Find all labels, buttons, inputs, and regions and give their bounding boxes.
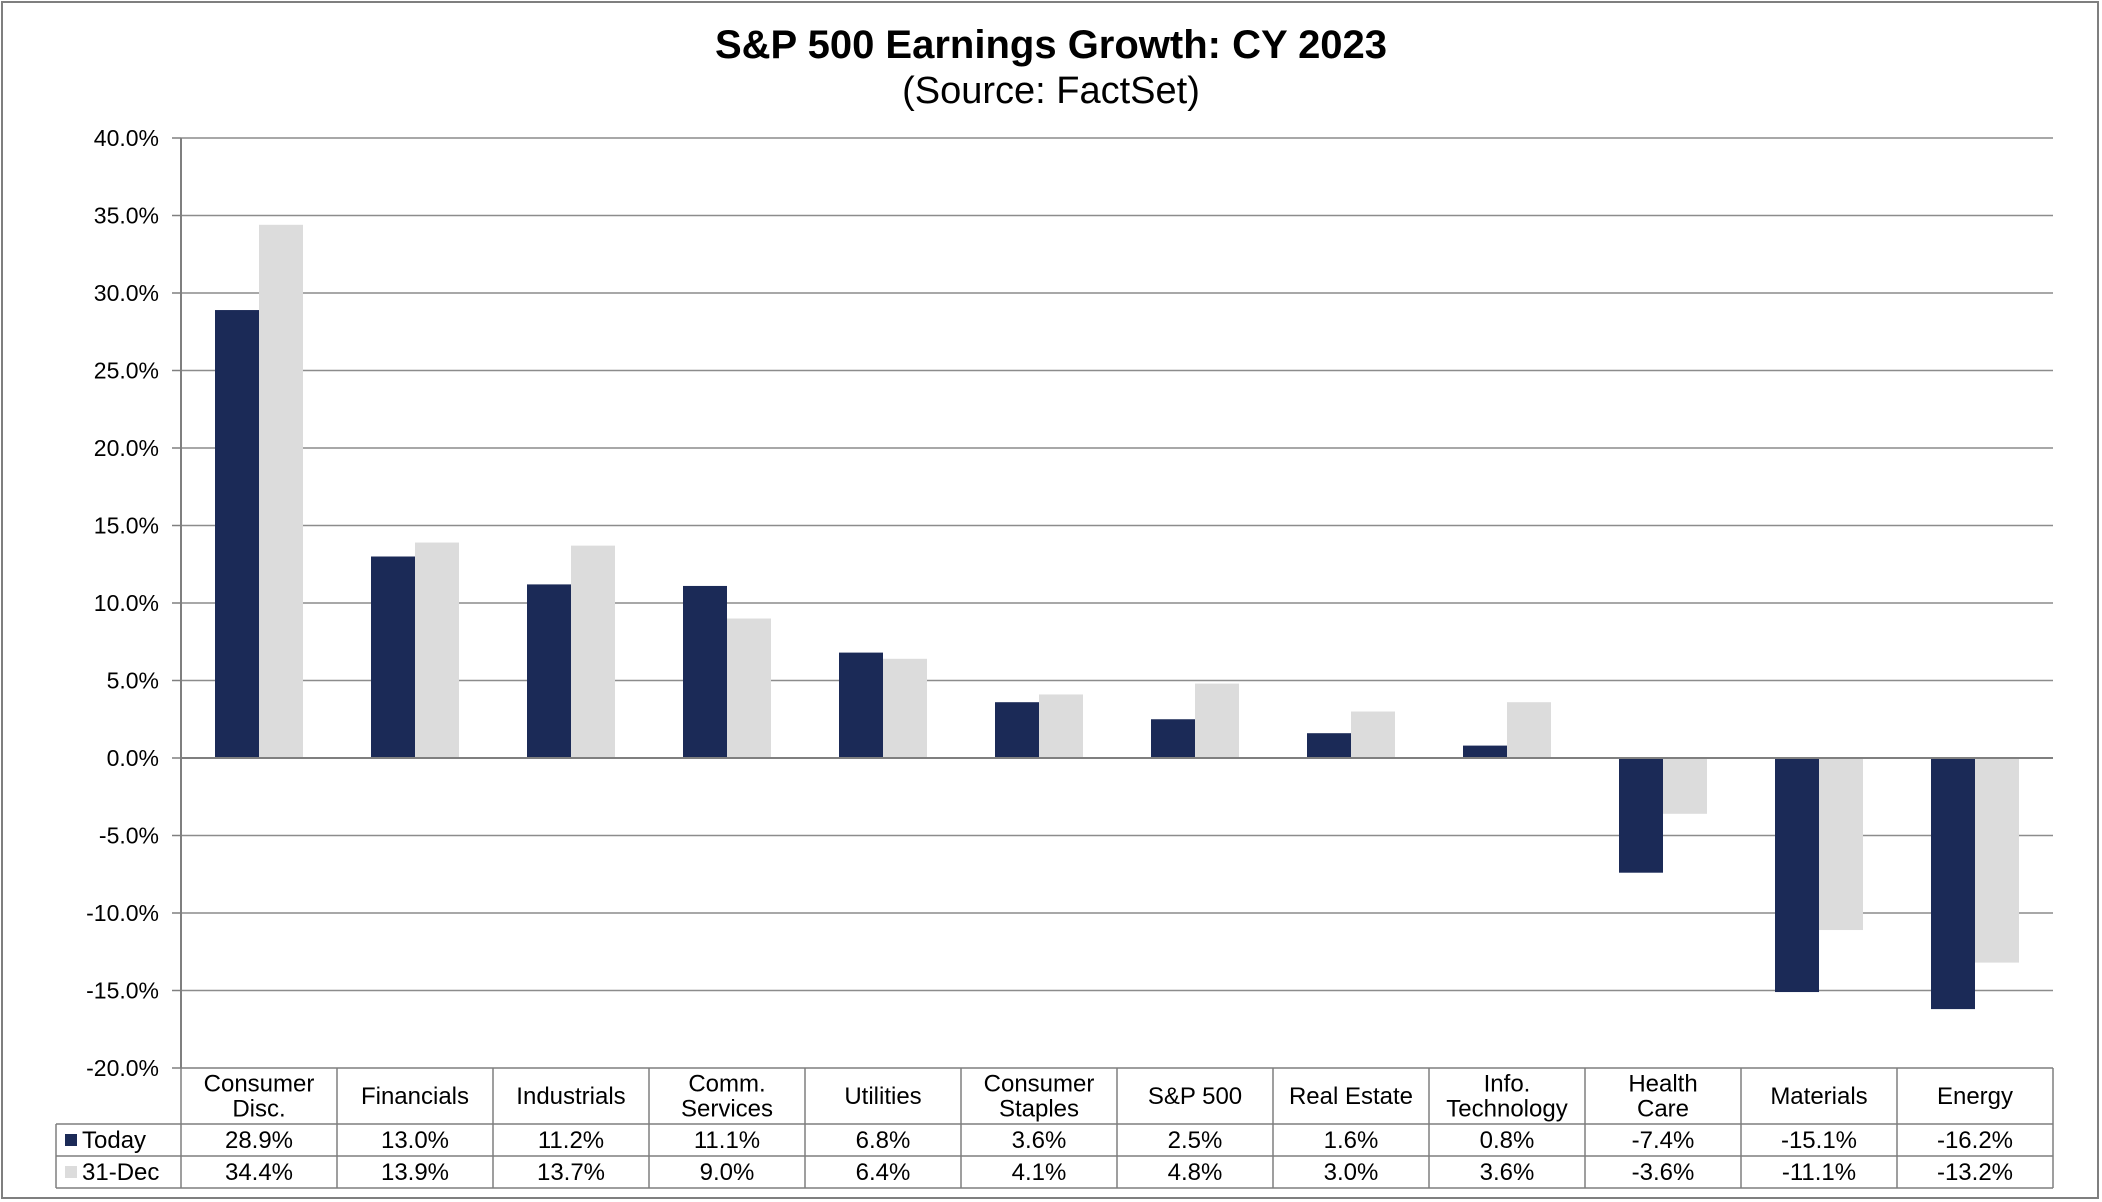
category-label: Services — [681, 1096, 773, 1123]
category-label: Care — [1637, 1096, 1689, 1123]
y-tick-label: 15.0% — [94, 513, 159, 539]
y-tick-label: -15.0% — [86, 978, 159, 1004]
bar-31-dec — [1975, 758, 2019, 963]
y-tick-label: -5.0% — [99, 823, 159, 849]
table-value: 6.4% — [856, 1159, 911, 1186]
bar-31-dec — [883, 658, 927, 758]
bar-31-dec — [727, 618, 771, 758]
table-value: 3.0% — [1324, 1159, 1379, 1186]
category-label: Financials — [361, 1083, 469, 1110]
table-value: 4.1% — [1012, 1159, 1067, 1186]
y-tick-label: -20.0% — [86, 1055, 159, 1081]
category-label: Health — [1628, 1071, 1697, 1098]
bar-31-dec — [1195, 683, 1239, 758]
y-tick-label: 40.0% — [94, 125, 159, 151]
table-value: -13.2% — [1937, 1159, 2013, 1186]
table-value: 4.8% — [1168, 1159, 1223, 1186]
y-tick-label: 35.0% — [94, 203, 159, 229]
bar-today — [683, 585, 727, 758]
bar-31-dec — [571, 545, 615, 758]
category-label: Technology — [1446, 1096, 1567, 1123]
bar-today — [371, 556, 415, 758]
chart-subtitle: (Source: FactSet) — [902, 70, 1200, 112]
category-label: Info. — [1484, 1071, 1531, 1098]
y-tick-label: 5.0% — [107, 668, 159, 694]
table-value: 13.0% — [381, 1127, 449, 1154]
category-label: Comm. — [688, 1071, 765, 1098]
bar-today — [215, 310, 259, 758]
table-value: 2.5% — [1168, 1127, 1223, 1154]
category-label: Utilities — [844, 1083, 921, 1110]
bar-today — [995, 702, 1039, 758]
bar-today — [1775, 758, 1819, 993]
bar-31-dec — [1039, 694, 1083, 758]
bar-31-dec — [1819, 758, 1863, 931]
y-tick-label: 0.0% — [107, 745, 159, 771]
table-value: 11.1% — [694, 1127, 760, 1154]
legend-label: 31-Dec — [82, 1159, 159, 1186]
table-value: 13.9% — [381, 1159, 449, 1186]
y-tick-label: 10.0% — [94, 590, 159, 616]
bar-31-dec — [1663, 758, 1707, 814]
table-value: -7.4% — [1632, 1127, 1695, 1154]
category-label: Consumer — [984, 1071, 1095, 1098]
category-label: Materials — [1770, 1083, 1867, 1110]
legend-swatch — [65, 1166, 77, 1178]
bar-31-dec — [415, 542, 459, 758]
table-value: 13.7% — [537, 1159, 605, 1186]
category-label: Energy — [1937, 1083, 2013, 1110]
legend-swatch — [65, 1134, 77, 1146]
chart-title: S&P 500 Earnings Growth: CY 2023 — [715, 23, 1387, 67]
y-tick-label: 30.0% — [94, 280, 159, 306]
table-value: -11.1% — [1782, 1159, 1856, 1186]
table-value: -15.1% — [1781, 1127, 1857, 1154]
category-label: Industrials — [516, 1083, 625, 1110]
bar-today — [527, 584, 571, 758]
category-label: Consumer — [204, 1071, 315, 1098]
axes — [172, 137, 2053, 1069]
bar-today — [1151, 719, 1195, 758]
table-value: 3.6% — [1012, 1127, 1067, 1154]
gridlines — [181, 137, 2053, 992]
bar-today — [1307, 733, 1351, 758]
category-label: Real Estate — [1289, 1083, 1413, 1110]
category-label: Staples — [999, 1096, 1079, 1123]
y-tick-label: 25.0% — [94, 358, 159, 384]
bar-31-dec — [1507, 702, 1551, 758]
category-label: S&P 500 — [1148, 1083, 1242, 1110]
bar-today — [839, 652, 883, 758]
table-value: 28.9% — [225, 1127, 293, 1154]
table-value: 3.6% — [1480, 1159, 1535, 1186]
table-value: 34.4% — [225, 1159, 293, 1186]
y-tick-label: -10.0% — [86, 900, 159, 926]
legend-label: Today — [82, 1127, 146, 1154]
bars — [215, 224, 2019, 1010]
y-axis-labels: 40.0% 35.0% 30.0% 25.0% 20.0% 15.0% 10.0% 5.0% 0… — [86, 125, 159, 1081]
y-tick-label: 20.0% — [94, 435, 159, 461]
bar-today — [1463, 745, 1507, 758]
table-value: 0.8% — [1480, 1127, 1535, 1154]
bar-31-dec — [259, 224, 303, 759]
table-value: 11.2% — [538, 1127, 604, 1154]
bar-31-dec — [1351, 711, 1395, 758]
category-label: Disc. — [232, 1096, 285, 1123]
bar-chart: S&P 500 Earnings Growth: CY 2023 (Source… — [55, 23, 2054, 1189]
table-value: -3.6% — [1632, 1159, 1695, 1186]
bar-today — [1931, 758, 1975, 1010]
table-value: 1.6% — [1324, 1127, 1379, 1154]
bar-today — [1619, 758, 1663, 873]
table-value: 6.8% — [856, 1127, 911, 1154]
table-value: 9.0% — [700, 1159, 755, 1186]
table-value: -16.2% — [1937, 1127, 2013, 1154]
